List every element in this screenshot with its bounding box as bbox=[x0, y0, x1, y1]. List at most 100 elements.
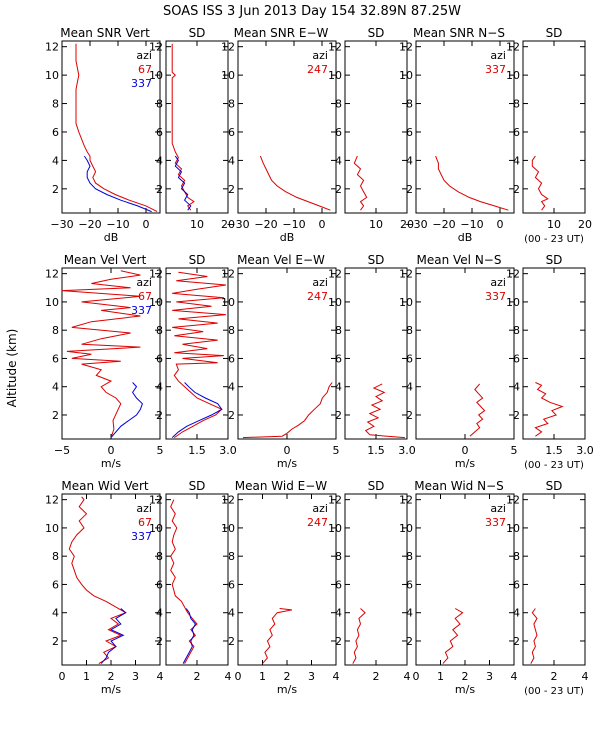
x-tick-label: 2 bbox=[108, 670, 115, 683]
y-tick-label: 8 bbox=[156, 98, 163, 111]
x-axis-label: dB bbox=[458, 231, 473, 244]
x-tick-label: 3.0 bbox=[576, 444, 594, 457]
y-tick-label: 2 bbox=[406, 635, 413, 648]
series-line-337 bbox=[83, 155, 152, 213]
x-tick-label: 0 bbox=[413, 670, 420, 683]
legend-entry: 247 bbox=[307, 290, 328, 303]
series-line-337 bbox=[531, 155, 549, 211]
y-tick-label: 4 bbox=[228, 607, 235, 620]
y-tick-label: 6 bbox=[406, 352, 413, 365]
y-tick-label: 6 bbox=[52, 126, 59, 139]
x-tick-label: 2 bbox=[551, 670, 558, 683]
y-tick-label: 12 bbox=[399, 41, 413, 54]
y-tick-label: 12 bbox=[328, 41, 342, 54]
y-tick-label: 4 bbox=[156, 381, 163, 394]
series-line-67 bbox=[68, 496, 127, 665]
x-tick-label: 5 bbox=[511, 444, 518, 457]
x-tick-label: −30 bbox=[226, 218, 249, 231]
x-tick-label: 1.5 bbox=[545, 444, 563, 457]
legend-entry: 337 bbox=[485, 63, 506, 76]
y-tick-label: 8 bbox=[52, 98, 59, 111]
ut-range-label: (00 - 23 UT) bbox=[524, 686, 584, 697]
series-line-67 bbox=[75, 43, 158, 213]
legend-title: azi bbox=[136, 49, 152, 62]
y-tick-label: 2 bbox=[228, 183, 235, 196]
y-tick-label: 12 bbox=[328, 268, 342, 281]
y-tick-label: 8 bbox=[228, 98, 235, 111]
plot-frame bbox=[344, 40, 408, 214]
plot-frame bbox=[165, 493, 229, 666]
y-tick-label: 10 bbox=[221, 296, 235, 309]
x-tick-label: 1 bbox=[259, 670, 266, 683]
x-tick-label: 20 bbox=[221, 218, 235, 231]
legend-entry: 337 bbox=[485, 516, 506, 529]
plot-frame bbox=[165, 40, 229, 214]
panel-vel-ew-sd: SD 2 4 6 8 10 12 1.5 3.0 bbox=[328, 253, 416, 457]
y-tick-label: 10 bbox=[506, 296, 520, 309]
y-tick-label: 8 bbox=[52, 550, 59, 563]
x-axis-label: m/s bbox=[455, 683, 475, 696]
y-tick-label: 6 bbox=[228, 352, 235, 365]
series-line-337 bbox=[100, 608, 127, 664]
series-line-337 bbox=[110, 382, 143, 438]
series-line-67 bbox=[171, 43, 195, 211]
legend-title: azi bbox=[490, 49, 506, 62]
y-tick-label: 2 bbox=[335, 183, 342, 196]
y-tick-label: 12 bbox=[149, 494, 163, 507]
y-tick-label: 10 bbox=[45, 296, 59, 309]
legend-entry: 337 bbox=[485, 290, 506, 303]
y-tick-label: 10 bbox=[221, 69, 235, 82]
chart-title: SOAS ISS 3 Jun 2013 Day 154 32.89N 87.25… bbox=[163, 4, 461, 19]
x-tick-label: 1.5 bbox=[188, 444, 206, 457]
panel-vel-ns-sd: SD 2 4 6 8 10 12 1.5 3.0 (00 - 23 UT) bbox=[506, 253, 594, 471]
y-tick-label: 4 bbox=[228, 381, 235, 394]
legend-entry: 67 bbox=[138, 290, 152, 303]
y-tick-label: 6 bbox=[513, 126, 520, 139]
panel-snr-ns-sd: SD 2 4 6 8 10 12 10 20 (00 - 23 UT) bbox=[506, 26, 592, 245]
x-tick-label: 4 bbox=[511, 670, 518, 683]
y-tick-label: 10 bbox=[149, 69, 163, 82]
y-tick-label: 12 bbox=[45, 41, 59, 54]
x-tick-label: 3 bbox=[132, 670, 139, 683]
x-tick-label: 0 bbox=[462, 444, 469, 457]
y-tick-label: 4 bbox=[406, 154, 413, 167]
x-tick-label: 2 bbox=[462, 670, 469, 683]
y-tick-label: 8 bbox=[513, 550, 520, 563]
x-tick-label: 0 bbox=[497, 218, 504, 231]
plot-frame bbox=[344, 493, 408, 666]
y-tick-label: 6 bbox=[52, 578, 59, 591]
y-tick-label: 6 bbox=[513, 578, 520, 591]
legend-title: azi bbox=[312, 502, 328, 515]
panel-title: SD bbox=[546, 26, 563, 40]
y-tick-label: 4 bbox=[513, 381, 520, 394]
y-tick-label: 10 bbox=[45, 522, 59, 535]
y-tick-label: 2 bbox=[513, 183, 520, 196]
y-tick-label: 8 bbox=[406, 550, 413, 563]
x-tick-label: 20 bbox=[400, 218, 414, 231]
x-tick-label: 1.5 bbox=[367, 444, 385, 457]
y-tick-label: 12 bbox=[45, 268, 59, 281]
y-axis-label: Altitude (km) bbox=[5, 329, 19, 408]
x-axis-label: dB bbox=[280, 231, 295, 244]
series-line-337 bbox=[171, 382, 223, 438]
y-tick-label: 6 bbox=[228, 578, 235, 591]
y-tick-label: 10 bbox=[399, 522, 413, 535]
x-tick-label: 2 bbox=[373, 670, 380, 683]
y-tick-label: 2 bbox=[52, 183, 59, 196]
x-axis-label: m/s bbox=[277, 457, 297, 470]
panel-snr-vert-sd: SD 2 4 6 8 10 12 10 20 bbox=[149, 26, 235, 231]
y-tick-label: 4 bbox=[513, 154, 520, 167]
x-tick-label: 3.0 bbox=[398, 444, 416, 457]
panel-wid-ns-sd: SD 2 4 6 8 10 12 2 4 (00 - 23 UT) bbox=[506, 479, 589, 697]
panel-title: Mean Wid E−W bbox=[235, 479, 328, 493]
series-line-247 bbox=[242, 382, 333, 439]
y-tick-label: 10 bbox=[399, 296, 413, 309]
y-tick-label: 6 bbox=[156, 352, 163, 365]
series-line-337 bbox=[469, 383, 486, 437]
legend-entry: 337 bbox=[131, 530, 152, 543]
legend-title: azi bbox=[136, 276, 152, 289]
panel-title: Mean Vel Vert bbox=[64, 253, 147, 267]
x-tick-label: 2 bbox=[194, 670, 201, 683]
y-tick-label: 6 bbox=[228, 126, 235, 139]
